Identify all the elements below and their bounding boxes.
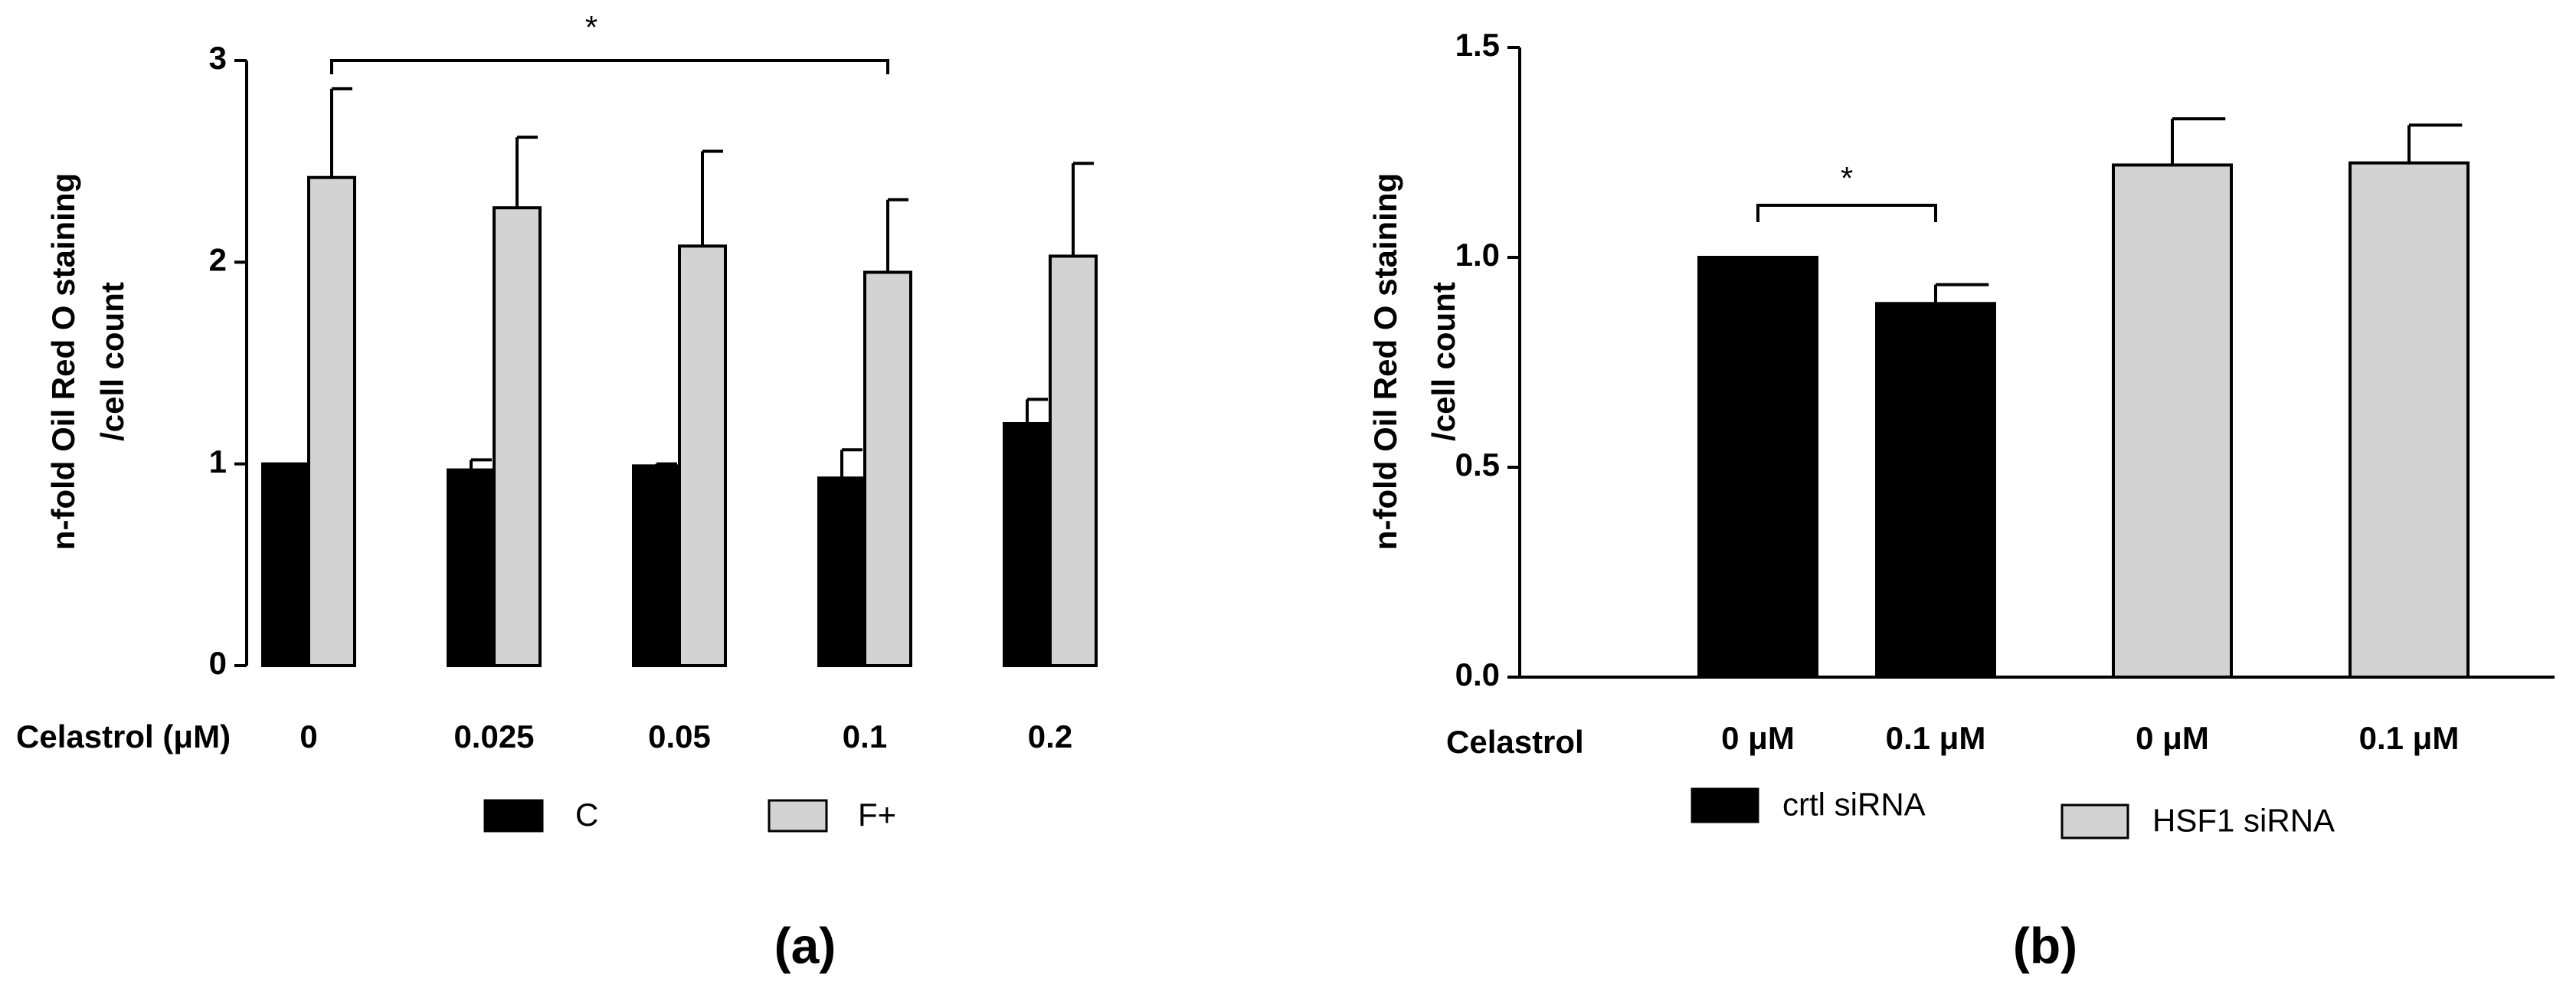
bar — [1697, 256, 1818, 679]
error-bar — [2407, 123, 2463, 163]
bar — [817, 476, 866, 667]
significance-label: * — [1841, 160, 1853, 196]
y-tick-label: 3 — [209, 40, 227, 76]
x-tick-label: 0.025 — [453, 718, 534, 754]
error-bar — [840, 448, 862, 479]
y-tick-label: 0 — [209, 645, 227, 681]
error-bar — [701, 149, 723, 247]
y-tick-label: 2 — [209, 241, 227, 277]
bar — [261, 462, 310, 668]
bar — [1049, 254, 1098, 667]
significance-label: * — [585, 9, 597, 45]
error-bar — [330, 87, 352, 178]
error-bar — [1072, 162, 1094, 257]
y-axis-label: /cell count — [1425, 282, 1461, 441]
y-tick-label: 1.5 — [1455, 27, 1500, 63]
bar — [863, 270, 912, 667]
bar — [1003, 422, 1052, 667]
bar — [447, 468, 496, 667]
panel-label: (b) — [2013, 917, 2077, 974]
bar — [493, 206, 542, 667]
x-tick-label: 0.1 μM — [2359, 720, 2460, 756]
bar — [678, 244, 727, 667]
y-tick-label: 0.0 — [1455, 656, 1500, 692]
x-tick-label: 0 — [299, 718, 317, 754]
y-tick-label: 1.0 — [1455, 237, 1500, 273]
legend-swatch — [768, 799, 828, 833]
y-tick-label: 0.5 — [1455, 447, 1500, 483]
bar — [632, 464, 681, 667]
x-tick-label: 0.05 — [648, 718, 711, 754]
error-bar — [1934, 283, 1989, 304]
legend-label: F+ — [858, 797, 896, 833]
error-bar — [2171, 117, 2226, 165]
legend-label: HSF1 siRNA — [2152, 803, 2335, 839]
x-tick-label: 0 μM — [1721, 720, 1795, 756]
y-axis-label: n-fold Oil Red O staining — [1367, 173, 1403, 550]
x-tick-label: 0.1 μM — [1886, 720, 1986, 756]
y-tick-label: 1 — [209, 443, 227, 479]
legend-swatch — [483, 799, 544, 833]
legend-label: crtl siRNA — [1782, 787, 1926, 823]
x-tick-label: 0.1 — [843, 718, 887, 754]
bar — [1875, 302, 1996, 679]
error-bar — [886, 198, 908, 273]
bar — [2349, 161, 2470, 679]
bar — [2112, 163, 2233, 679]
x-axis-label: Celastrol — [1446, 724, 1584, 760]
x-tick-label: 0.2 — [1028, 718, 1072, 754]
x-axis-label: Celastrol (μM) — [16, 718, 231, 754]
error-bar — [516, 136, 538, 208]
error-bar — [1026, 398, 1048, 424]
y-axis-label: /cell count — [94, 282, 130, 441]
legend-label: C — [575, 797, 598, 833]
legend-swatch — [1691, 787, 1759, 823]
significance-bracket — [1756, 204, 1937, 222]
panel-label: (a) — [774, 917, 836, 974]
bar — [307, 175, 356, 667]
significance-bracket — [330, 59, 889, 74]
x-tick-label: 0 μM — [2136, 720, 2209, 756]
y-axis-label: n-fold Oil Red O staining — [45, 173, 81, 550]
error-bar — [470, 458, 492, 470]
legend-swatch — [2060, 803, 2129, 839]
